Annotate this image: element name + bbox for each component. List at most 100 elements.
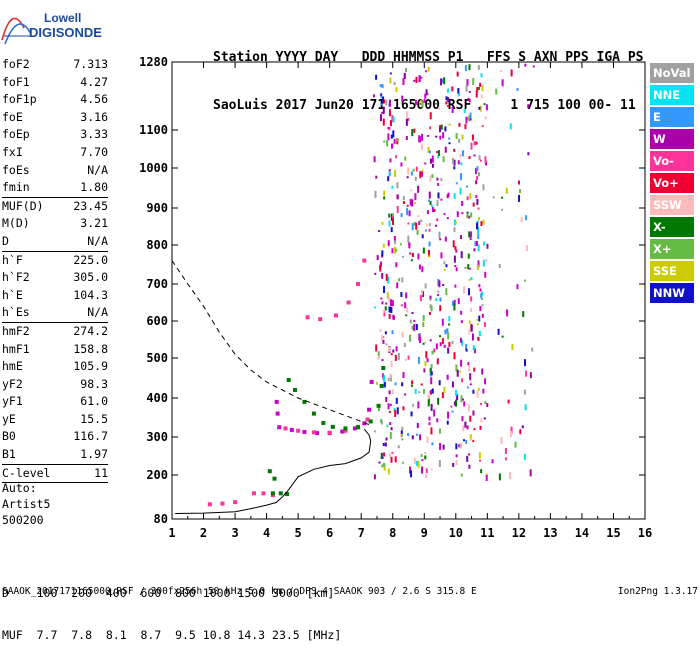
scatter-dot <box>482 388 485 394</box>
param-row: M(D) 3.21 <box>2 215 108 233</box>
scatter-dot <box>421 143 424 150</box>
scatter-dot <box>477 234 480 240</box>
scatter-dot <box>420 171 423 177</box>
scatter-dot <box>391 330 394 335</box>
scatter-dot <box>482 259 485 267</box>
scatter-dot <box>462 425 465 432</box>
scatter-dot <box>448 123 451 126</box>
scatter-dot <box>501 335 504 338</box>
scatter-dot <box>466 386 469 389</box>
scatter-dot <box>485 259 488 263</box>
param-value: 3.16 <box>80 109 108 124</box>
scatter-dot <box>442 283 445 286</box>
scatter-dot <box>460 339 463 346</box>
scatter-dot <box>470 438 473 441</box>
scatter-dot <box>461 212 464 215</box>
param-row: foF1 4.27 <box>2 74 108 92</box>
scatter-dot <box>429 367 432 373</box>
scatter-dot <box>431 155 434 163</box>
scatter-dot <box>436 200 439 207</box>
scatter-dot <box>388 296 391 302</box>
auto-version: 500200 <box>2 513 44 527</box>
scatter-dot <box>411 253 414 258</box>
scatter-dot <box>453 303 456 311</box>
scatter-dot <box>413 319 416 322</box>
echo-point <box>367 407 372 412</box>
scatter-dot <box>380 420 383 425</box>
scatter-dot <box>393 138 396 144</box>
scatter-dot <box>430 371 433 376</box>
scatter-dot <box>416 422 419 428</box>
scatter-dot <box>469 118 472 121</box>
echo-point <box>285 492 290 497</box>
param-name: B0 <box>2 429 16 444</box>
scatter-dot <box>427 394 430 400</box>
autoscaling-info: Auto: Artist5 500200 <box>2 480 50 528</box>
scatter-dot <box>407 432 410 436</box>
scatter-dot <box>453 255 456 263</box>
scatter-dot <box>460 251 463 259</box>
scatter-dot <box>524 63 527 67</box>
scatter-dot <box>437 397 440 405</box>
scatter-dot <box>447 192 450 197</box>
file-info: SAAOK_2017171165000.RSF / 300fx256h 50 k… <box>2 586 477 597</box>
scatter-dot <box>525 215 528 221</box>
scatter-dot <box>461 378 464 383</box>
scatter-dot <box>510 69 513 77</box>
scatter-dot <box>518 180 521 185</box>
param-name: yE <box>2 411 16 426</box>
scatter-dot <box>454 284 457 288</box>
scatter-dot <box>476 166 479 172</box>
scatter-dot <box>521 425 524 429</box>
scatter-dot <box>466 425 469 430</box>
scatter-dot <box>440 252 443 259</box>
scatter-dot <box>439 125 442 129</box>
scatter-dot <box>419 136 422 143</box>
scatter-dot <box>431 442 434 446</box>
legend-item: W <box>650 129 694 149</box>
scatter-dot <box>408 210 411 217</box>
scatter-dot <box>388 213 391 218</box>
scatter-dot <box>468 464 471 469</box>
scatter-dot <box>478 330 481 336</box>
scatter-dot <box>439 125 442 133</box>
y-tick-label: 1100 <box>139 123 168 137</box>
param-value: 11 <box>94 465 108 480</box>
x-tick-label: 12 <box>512 526 526 540</box>
scatter-dot <box>397 445 400 449</box>
scatter-dot <box>388 346 391 352</box>
scatter-dot <box>447 411 450 419</box>
scatter-dot <box>453 219 456 226</box>
scatter-dot <box>483 322 486 328</box>
scatter-dot <box>384 331 387 335</box>
scatter-dot <box>390 353 393 356</box>
scatter-dot <box>472 345 475 351</box>
scatter-dot <box>452 462 455 467</box>
scatter-dot <box>478 284 481 288</box>
scatter-dot <box>382 96 385 104</box>
scatter-dot <box>443 344 446 348</box>
scatter-dot <box>477 207 480 210</box>
scatter-dot <box>481 124 484 127</box>
scatter-dot <box>419 295 422 302</box>
legend-item: SSE <box>650 261 694 281</box>
scatter-dot <box>469 192 472 199</box>
echo-point <box>286 378 291 382</box>
scatter-dot <box>389 431 392 439</box>
param-value: 158.8 <box>73 341 108 356</box>
scatter-dot <box>439 442 442 450</box>
scatter-dot <box>437 294 440 297</box>
scatter-dot <box>437 192 440 199</box>
scatter-dot <box>446 374 449 380</box>
scatter-dot <box>406 176 409 179</box>
scatter-dot <box>435 343 438 350</box>
scatter-dot <box>429 158 432 164</box>
scatter-dot <box>464 65 467 72</box>
scatter-dot <box>373 474 376 480</box>
scatter-dot <box>529 469 532 477</box>
scatter-dot <box>396 138 399 142</box>
file-info-footer: SAAOK_2017171165000.RSF / 300fx256h 50 k… <box>2 586 698 597</box>
scatter-dot <box>465 343 468 350</box>
scatter-dot <box>460 395 463 403</box>
axes: 1 2 3 4 5 6 7 8 9 10 11 12 13 14 15 1680200300400500600… <box>139 55 652 540</box>
